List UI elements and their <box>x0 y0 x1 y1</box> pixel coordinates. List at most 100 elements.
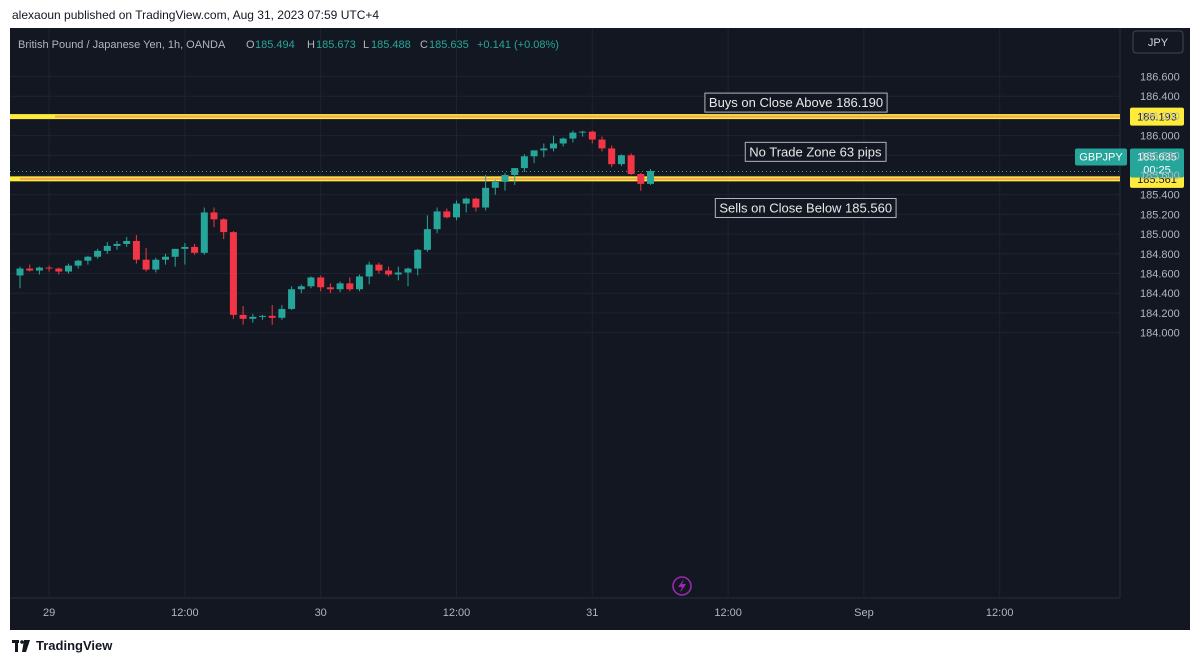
candle[interactable] <box>94 248 102 259</box>
candle[interactable] <box>35 266 43 275</box>
x-tick-label: 29 <box>43 607 55 619</box>
candle[interactable] <box>26 264 34 272</box>
legend-h-label: H <box>307 39 315 51</box>
candle[interactable] <box>239 306 247 325</box>
candle[interactable] <box>200 207 208 255</box>
candle[interactable] <box>443 208 451 219</box>
candle[interactable] <box>647 169 654 185</box>
candle[interactable] <box>579 130 587 137</box>
candle[interactable] <box>453 200 460 221</box>
candle[interactable] <box>191 243 199 255</box>
candle-body <box>627 155 635 175</box>
candle[interactable] <box>637 173 645 191</box>
candle[interactable] <box>491 179 499 195</box>
candle[interactable] <box>423 215 431 252</box>
legend-change: +0.141 (+0.08%) <box>477 39 559 51</box>
candle[interactable] <box>627 153 635 175</box>
candle[interactable] <box>559 137 567 147</box>
candle-body <box>142 259 150 270</box>
candle[interactable] <box>171 248 179 267</box>
candle[interactable] <box>617 154 625 167</box>
candle[interactable] <box>394 266 402 281</box>
candle[interactable] <box>433 207 441 234</box>
candle[interactable] <box>598 136 606 152</box>
candle[interactable] <box>297 284 305 294</box>
countdown-label: 00:25 <box>1143 165 1171 177</box>
candle[interactable] <box>162 253 169 265</box>
candle[interactable] <box>132 235 140 264</box>
candle[interactable] <box>356 274 363 292</box>
lightning-icon[interactable] <box>672 576 692 596</box>
candle-body <box>229 232 237 315</box>
candle[interactable] <box>414 248 422 276</box>
candle[interactable] <box>142 247 150 272</box>
candle[interactable] <box>84 255 92 265</box>
candle[interactable] <box>268 305 276 325</box>
candle-body <box>152 259 160 270</box>
tradingview-logo[interactable]: TradingView <box>12 638 112 653</box>
y-tick-label: 185.400 <box>1140 190 1180 202</box>
chart-pane[interactable]: 186.193 185.561 GBPJPY 185.635 00:25 Buys on… <box>10 28 1190 630</box>
candle[interactable] <box>404 267 412 287</box>
candle[interactable] <box>365 261 373 285</box>
annotation-text[interactable]: Buys on Close Above 186.190 <box>709 95 883 110</box>
candle[interactable] <box>482 175 490 211</box>
candle[interactable] <box>336 281 344 293</box>
candle[interactable] <box>520 154 528 173</box>
candle-body <box>297 286 305 290</box>
candle[interactable] <box>229 231 237 319</box>
y-tick-label: 186.600 <box>1140 72 1180 84</box>
level-line-inner <box>55 115 1120 118</box>
candle[interactable] <box>385 266 393 277</box>
candle[interactable] <box>307 276 315 289</box>
candle[interactable] <box>45 265 53 272</box>
candle[interactable] <box>152 257 160 273</box>
candle[interactable] <box>530 150 538 164</box>
candle[interactable] <box>259 314 266 320</box>
candle-body <box>307 277 315 287</box>
candle[interactable] <box>501 173 509 191</box>
candle[interactable] <box>462 197 470 213</box>
candle-body <box>181 246 189 249</box>
candle[interactable] <box>550 135 557 152</box>
candle[interactable] <box>181 242 189 265</box>
candle[interactable] <box>288 286 296 310</box>
y-tick-label: 186.400 <box>1140 91 1180 103</box>
candle[interactable] <box>511 168 519 185</box>
candle[interactable] <box>540 143 548 158</box>
candle[interactable] <box>74 259 82 269</box>
candle[interactable] <box>249 313 257 323</box>
candle-body <box>550 143 557 149</box>
candle[interactable] <box>472 197 480 212</box>
candle-body <box>394 272 402 275</box>
candle-body <box>278 308 286 318</box>
candle-body <box>200 212 208 253</box>
candle[interactable] <box>55 267 63 275</box>
candle[interactable] <box>103 241 111 254</box>
candle[interactable] <box>113 240 121 250</box>
candle-body <box>433 211 441 230</box>
candle[interactable] <box>569 130 577 143</box>
candle[interactable] <box>608 145 616 168</box>
candle[interactable] <box>317 275 325 292</box>
candle[interactable] <box>346 277 354 292</box>
candle-body <box>55 268 63 272</box>
candle[interactable] <box>588 130 596 144</box>
candle[interactable] <box>210 207 218 228</box>
annotation-box <box>704 92 888 113</box>
candle[interactable] <box>220 218 228 240</box>
annotation-text[interactable]: No Trade Zone 63 pips <box>749 144 882 159</box>
candle[interactable] <box>123 237 131 247</box>
currency-button[interactable]: JPY <box>1132 30 1184 54</box>
annotation-text[interactable]: Sells on Close Below 185.560 <box>719 200 892 215</box>
candle-body <box>608 148 616 165</box>
candle[interactable] <box>375 262 383 274</box>
candle-body <box>443 211 451 218</box>
candle[interactable] <box>65 263 72 274</box>
current-price-tag <box>1130 148 1184 178</box>
candle[interactable] <box>326 283 334 294</box>
candle[interactable] <box>278 305 286 320</box>
candle[interactable] <box>16 266 24 289</box>
candle-body <box>559 138 567 144</box>
